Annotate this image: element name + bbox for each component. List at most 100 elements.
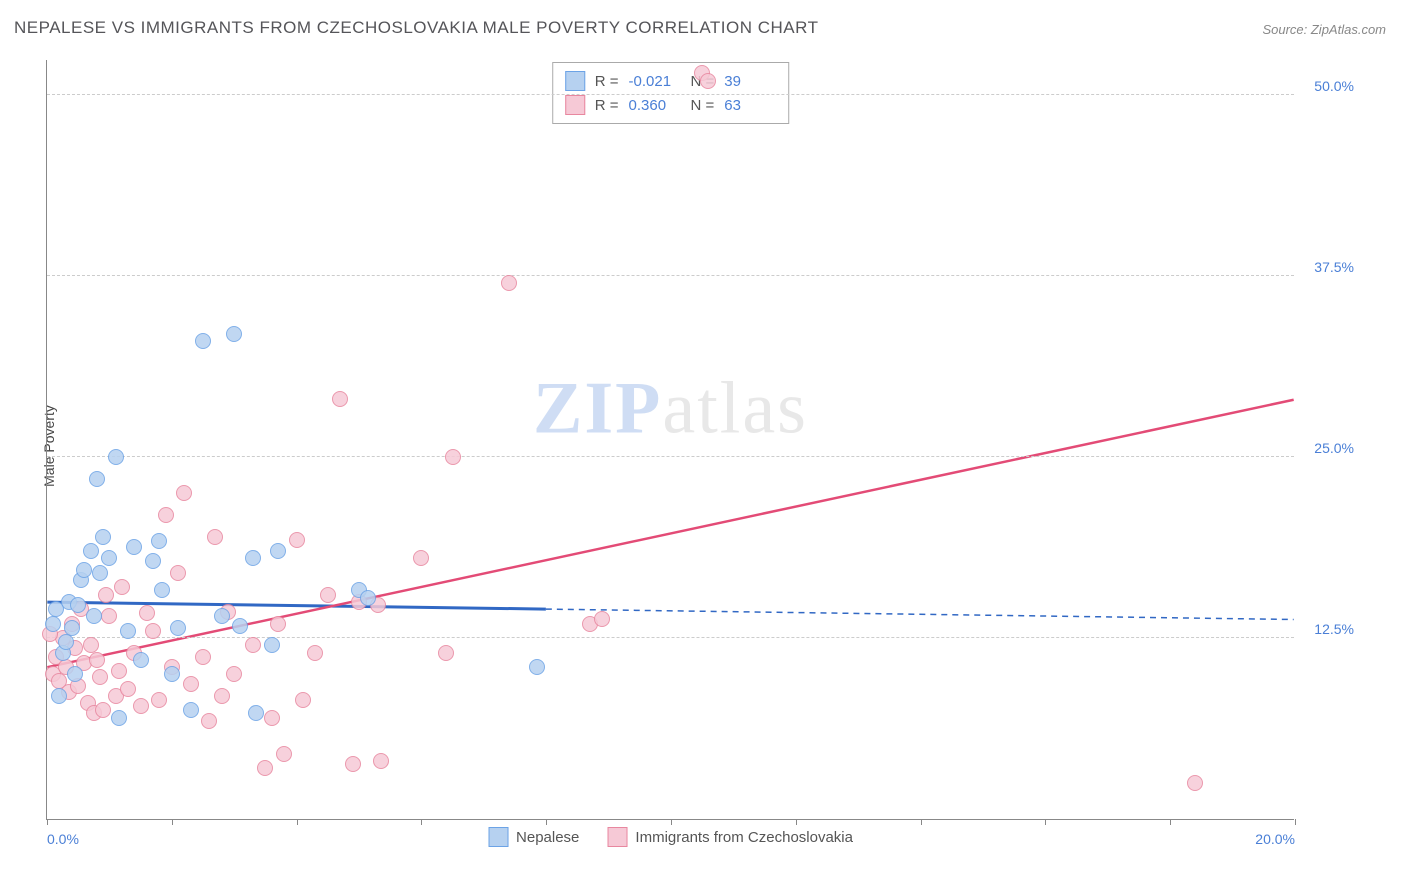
data-point — [151, 692, 167, 708]
y-tick-label: 37.5% — [1314, 259, 1354, 275]
data-point — [1187, 775, 1203, 791]
data-point — [145, 553, 161, 569]
data-point — [120, 623, 136, 639]
legend-stats: R = -0.021 N = 39 R = 0.360 N = 63 — [552, 62, 790, 124]
legend-swatch-1 — [565, 95, 585, 115]
legend-series-swatch-1 — [607, 827, 627, 847]
data-point — [133, 652, 149, 668]
data-point — [232, 618, 248, 634]
data-point — [170, 620, 186, 636]
data-point — [98, 587, 114, 603]
data-point — [295, 692, 311, 708]
data-point — [257, 760, 273, 776]
data-point — [108, 449, 124, 465]
data-point — [89, 471, 105, 487]
data-point — [245, 637, 261, 653]
chart-container: NEPALESE VS IMMIGRANTS FROM CZECHOSLOVAK… — [0, 0, 1406, 892]
data-point — [226, 666, 242, 682]
data-point — [126, 539, 142, 555]
data-point — [133, 698, 149, 714]
data-point — [445, 449, 461, 465]
data-point — [289, 532, 305, 548]
data-point — [89, 652, 105, 668]
data-point — [164, 666, 180, 682]
data-point — [214, 608, 230, 624]
gridline — [47, 637, 1294, 638]
data-point — [101, 608, 117, 624]
trend-lines-layer — [47, 60, 1294, 819]
data-point — [95, 529, 111, 545]
legend-stats-row-0: R = -0.021 N = 39 — [565, 69, 777, 93]
x-tick-label: 20.0% — [1255, 831, 1295, 847]
data-point — [248, 705, 264, 721]
data-point — [120, 681, 136, 697]
watermark-zip: ZIP — [533, 368, 662, 450]
data-point — [101, 550, 117, 566]
x-tick-mark — [796, 819, 797, 825]
gridline — [47, 456, 1294, 457]
y-tick-label: 25.0% — [1314, 440, 1354, 456]
data-point — [245, 550, 261, 566]
data-point — [270, 543, 286, 559]
legend-swatch-0 — [565, 71, 585, 91]
legend-series-item-1: Immigrants from Czechoslovakia — [607, 827, 853, 847]
legend-n-value-1: 63 — [724, 97, 776, 114]
plot-area: ZIPatlas R = -0.021 N = 39 R = 0.360 N =… — [46, 60, 1294, 820]
data-point — [111, 710, 127, 726]
legend-r-value-1: 0.360 — [629, 97, 681, 114]
data-point — [195, 333, 211, 349]
data-point — [183, 702, 199, 718]
legend-series-item-0: Nepalese — [488, 827, 579, 847]
data-point — [413, 550, 429, 566]
gridline — [47, 275, 1294, 276]
data-point — [111, 663, 127, 679]
data-point — [176, 485, 192, 501]
data-point — [70, 597, 86, 613]
watermark-atlas: atlas — [662, 368, 808, 450]
data-point — [270, 616, 286, 632]
gridline — [47, 94, 1294, 95]
data-point — [114, 579, 130, 595]
trend-line-solid — [47, 602, 546, 609]
chart-title: NEPALESE VS IMMIGRANTS FROM CZECHOSLOVAK… — [14, 18, 819, 38]
data-point — [307, 645, 323, 661]
data-point — [195, 649, 211, 665]
data-point — [332, 391, 348, 407]
data-point — [45, 616, 61, 632]
legend-series: Nepalese Immigrants from Czechoslovakia — [488, 827, 853, 847]
legend-n-label-1: N = — [691, 97, 715, 114]
x-tick-mark — [921, 819, 922, 825]
legend-r-label-1: R = — [595, 97, 619, 114]
data-point — [86, 608, 102, 624]
y-tick-label: 50.0% — [1314, 78, 1354, 94]
data-point — [83, 543, 99, 559]
data-point — [360, 590, 376, 606]
data-point — [345, 756, 361, 772]
legend-n-value-0: 39 — [724, 73, 776, 90]
data-point — [92, 669, 108, 685]
data-point — [67, 666, 83, 682]
data-point — [700, 73, 716, 89]
x-tick-mark — [47, 819, 48, 825]
data-point — [158, 507, 174, 523]
legend-series-label-1: Immigrants from Czechoslovakia — [635, 829, 853, 846]
data-point — [264, 637, 280, 653]
data-point — [151, 533, 167, 549]
x-tick-mark — [421, 819, 422, 825]
x-tick-mark — [172, 819, 173, 825]
x-tick-mark — [297, 819, 298, 825]
data-point — [214, 688, 230, 704]
x-tick-mark — [1045, 819, 1046, 825]
legend-stats-row-1: R = 0.360 N = 63 — [565, 93, 777, 117]
data-point — [170, 565, 186, 581]
legend-series-swatch-0 — [488, 827, 508, 847]
data-point — [438, 645, 454, 661]
x-tick-mark — [1295, 819, 1296, 825]
data-point — [264, 710, 280, 726]
data-point — [183, 676, 199, 692]
data-point — [529, 659, 545, 675]
data-point — [501, 275, 517, 291]
data-point — [226, 326, 242, 342]
data-point — [64, 620, 80, 636]
data-point — [276, 746, 292, 762]
